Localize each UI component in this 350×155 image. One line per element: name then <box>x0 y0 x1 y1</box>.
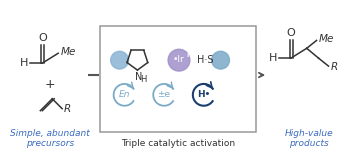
Text: +: + <box>45 78 56 91</box>
Text: Me: Me <box>318 34 334 44</box>
Text: •Ir: •Ir <box>173 55 185 64</box>
Text: Simple, abundant
precursors: Simple, abundant precursors <box>10 129 90 148</box>
Bar <box>100 26 256 133</box>
Text: N: N <box>135 72 142 82</box>
Text: R: R <box>64 104 71 114</box>
Text: En: En <box>119 90 130 99</box>
Text: III: III <box>186 53 191 58</box>
Circle shape <box>168 49 190 71</box>
Text: H: H <box>20 58 28 68</box>
Circle shape <box>212 51 230 69</box>
Text: High-value
products: High-value products <box>285 129 333 148</box>
Circle shape <box>111 51 128 69</box>
Text: H: H <box>140 75 147 84</box>
Text: ±e: ±e <box>158 90 171 99</box>
Text: H•: H• <box>197 90 210 99</box>
Text: H·S: H·S <box>197 55 213 65</box>
Text: O: O <box>38 33 47 43</box>
Text: O: O <box>287 28 295 38</box>
Text: Me: Me <box>61 47 77 57</box>
Text: R: R <box>330 62 338 72</box>
Text: Triple catalytic activation: Triple catalytic activation <box>121 139 235 148</box>
Text: H: H <box>269 53 277 63</box>
